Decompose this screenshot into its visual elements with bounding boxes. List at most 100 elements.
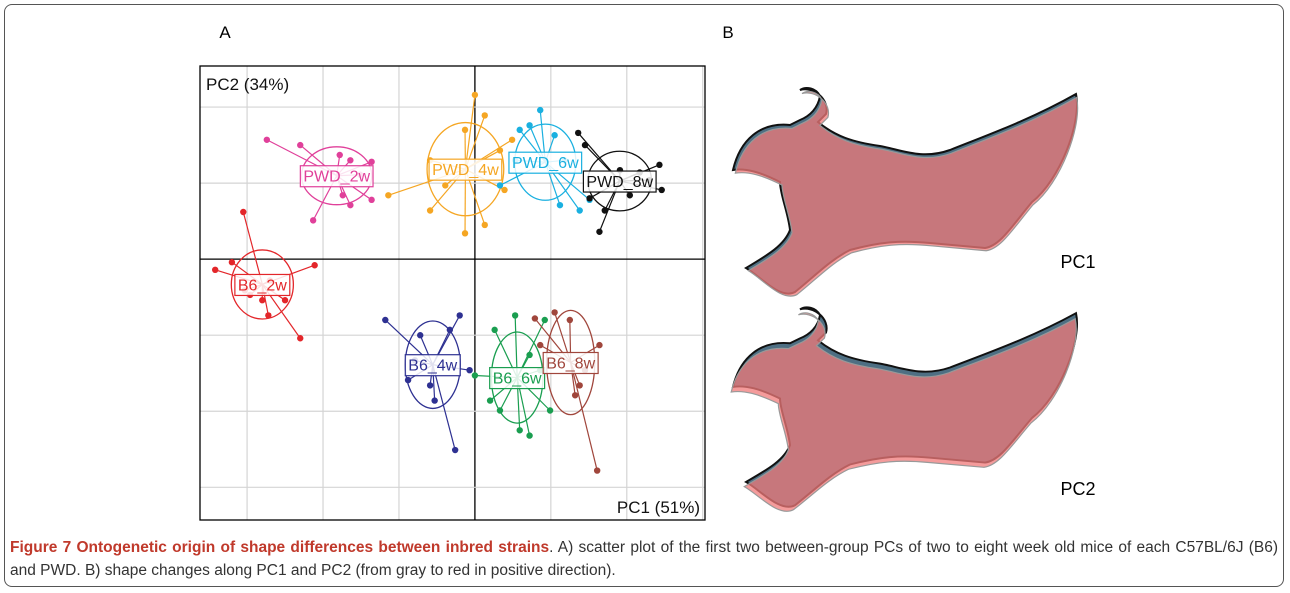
point: [228, 259, 236, 266]
point: [281, 297, 289, 304]
panel-label: B: [722, 23, 733, 42]
label-box: [299, 165, 374, 188]
shape-outline: [734, 90, 1079, 297]
point: [526, 432, 533, 439]
legend-label: B6_8w: [546, 355, 595, 372]
legend-label: PWD_8w: [586, 174, 653, 191]
point: [576, 382, 583, 389]
point: [461, 126, 469, 134]
legend-label: B6_4w: [408, 358, 457, 375]
caption-text: . A) scatter plot of the first two betwe…: [10, 539, 1278, 579]
point: [442, 182, 449, 189]
point: [537, 106, 544, 114]
spoke: [432, 364, 456, 451]
point: [656, 161, 663, 169]
label-box: [234, 273, 291, 297]
point: [265, 312, 272, 319]
point: [486, 397, 494, 404]
point: [566, 316, 574, 324]
point: [368, 196, 375, 204]
label-box: [489, 366, 546, 390]
label-box: [404, 354, 461, 377]
point: [456, 312, 463, 319]
point: [551, 309, 558, 316]
point: [516, 126, 523, 134]
shape-label: PC1: [1060, 252, 1095, 272]
point: [596, 228, 603, 235]
point: [546, 407, 554, 414]
legend-label: PWD_6w: [512, 155, 579, 172]
point: [581, 141, 589, 149]
point: [526, 351, 533, 359]
ellipse: [426, 121, 505, 217]
point: [481, 112, 488, 119]
legend-label: PWD_2w: [303, 169, 370, 186]
point: [339, 192, 346, 199]
point: [471, 91, 479, 99]
point: [576, 207, 583, 214]
point: [466, 366, 473, 374]
panel-label: A: [219, 23, 231, 42]
point: [508, 136, 516, 143]
spoke: [464, 94, 476, 170]
point: [211, 266, 219, 274]
point: [571, 392, 579, 399]
point: [501, 186, 508, 194]
point: [385, 192, 392, 199]
point: [586, 195, 593, 202]
point: [297, 141, 304, 149]
legend-label: PWD_4w: [432, 162, 499, 179]
legend-label: B6_6w: [493, 371, 542, 388]
point: [491, 326, 498, 334]
point: [574, 129, 582, 137]
point: [368, 158, 375, 166]
point: [496, 182, 504, 189]
point: [471, 372, 479, 379]
point: [537, 341, 544, 349]
scatter-plot: PWD_2w B6_2w PWD_4w PWD_6w PWD_8w B6_4w B6_6wB…: [199, 65, 706, 521]
label-box: [428, 158, 503, 181]
label-box: [508, 151, 583, 174]
plot-frame: [199, 65, 706, 521]
spoke: [242, 211, 263, 285]
x-axis-label: PC1 (51%): [617, 498, 700, 517]
point: [516, 427, 523, 434]
point: [658, 186, 665, 194]
point: [336, 151, 343, 159]
shape-pc2: [730, 306, 1078, 512]
ellipse: [230, 249, 295, 320]
label-box: [542, 351, 599, 375]
shape-pc1: [732, 87, 1079, 297]
point: [426, 382, 434, 389]
caption-title: Figure 7 Ontogenetic origin of shape dif…: [10, 539, 550, 556]
point: [511, 312, 519, 319]
point: [481, 221, 488, 229]
y-axis-label: PC2 (34%): [206, 75, 289, 94]
point: [382, 316, 389, 324]
point: [526, 122, 533, 129]
point: [263, 136, 271, 143]
point: [593, 467, 601, 474]
shape-label: PC2: [1060, 479, 1095, 499]
point: [461, 230, 469, 237]
legend-label: B6_2w: [238, 277, 287, 294]
point: [626, 192, 634, 199]
point: [551, 132, 558, 139]
point: [431, 397, 438, 404]
point: [596, 341, 603, 349]
label-box: [582, 170, 657, 193]
point: [240, 208, 247, 216]
point: [309, 217, 317, 224]
spoke: [570, 362, 598, 471]
point: [347, 157, 354, 164]
point: [556, 201, 564, 209]
point: [297, 335, 304, 342]
point: [541, 316, 548, 324]
figure: A B PWD_2w B6_2w PWD_4w PWD_6w PWD_8w B6_4w B6…: [199, 23, 1096, 521]
point: [417, 332, 424, 339]
point: [451, 446, 459, 454]
figure-frame: [4, 4, 1284, 587]
point: [531, 315, 539, 322]
point: [259, 297, 266, 304]
